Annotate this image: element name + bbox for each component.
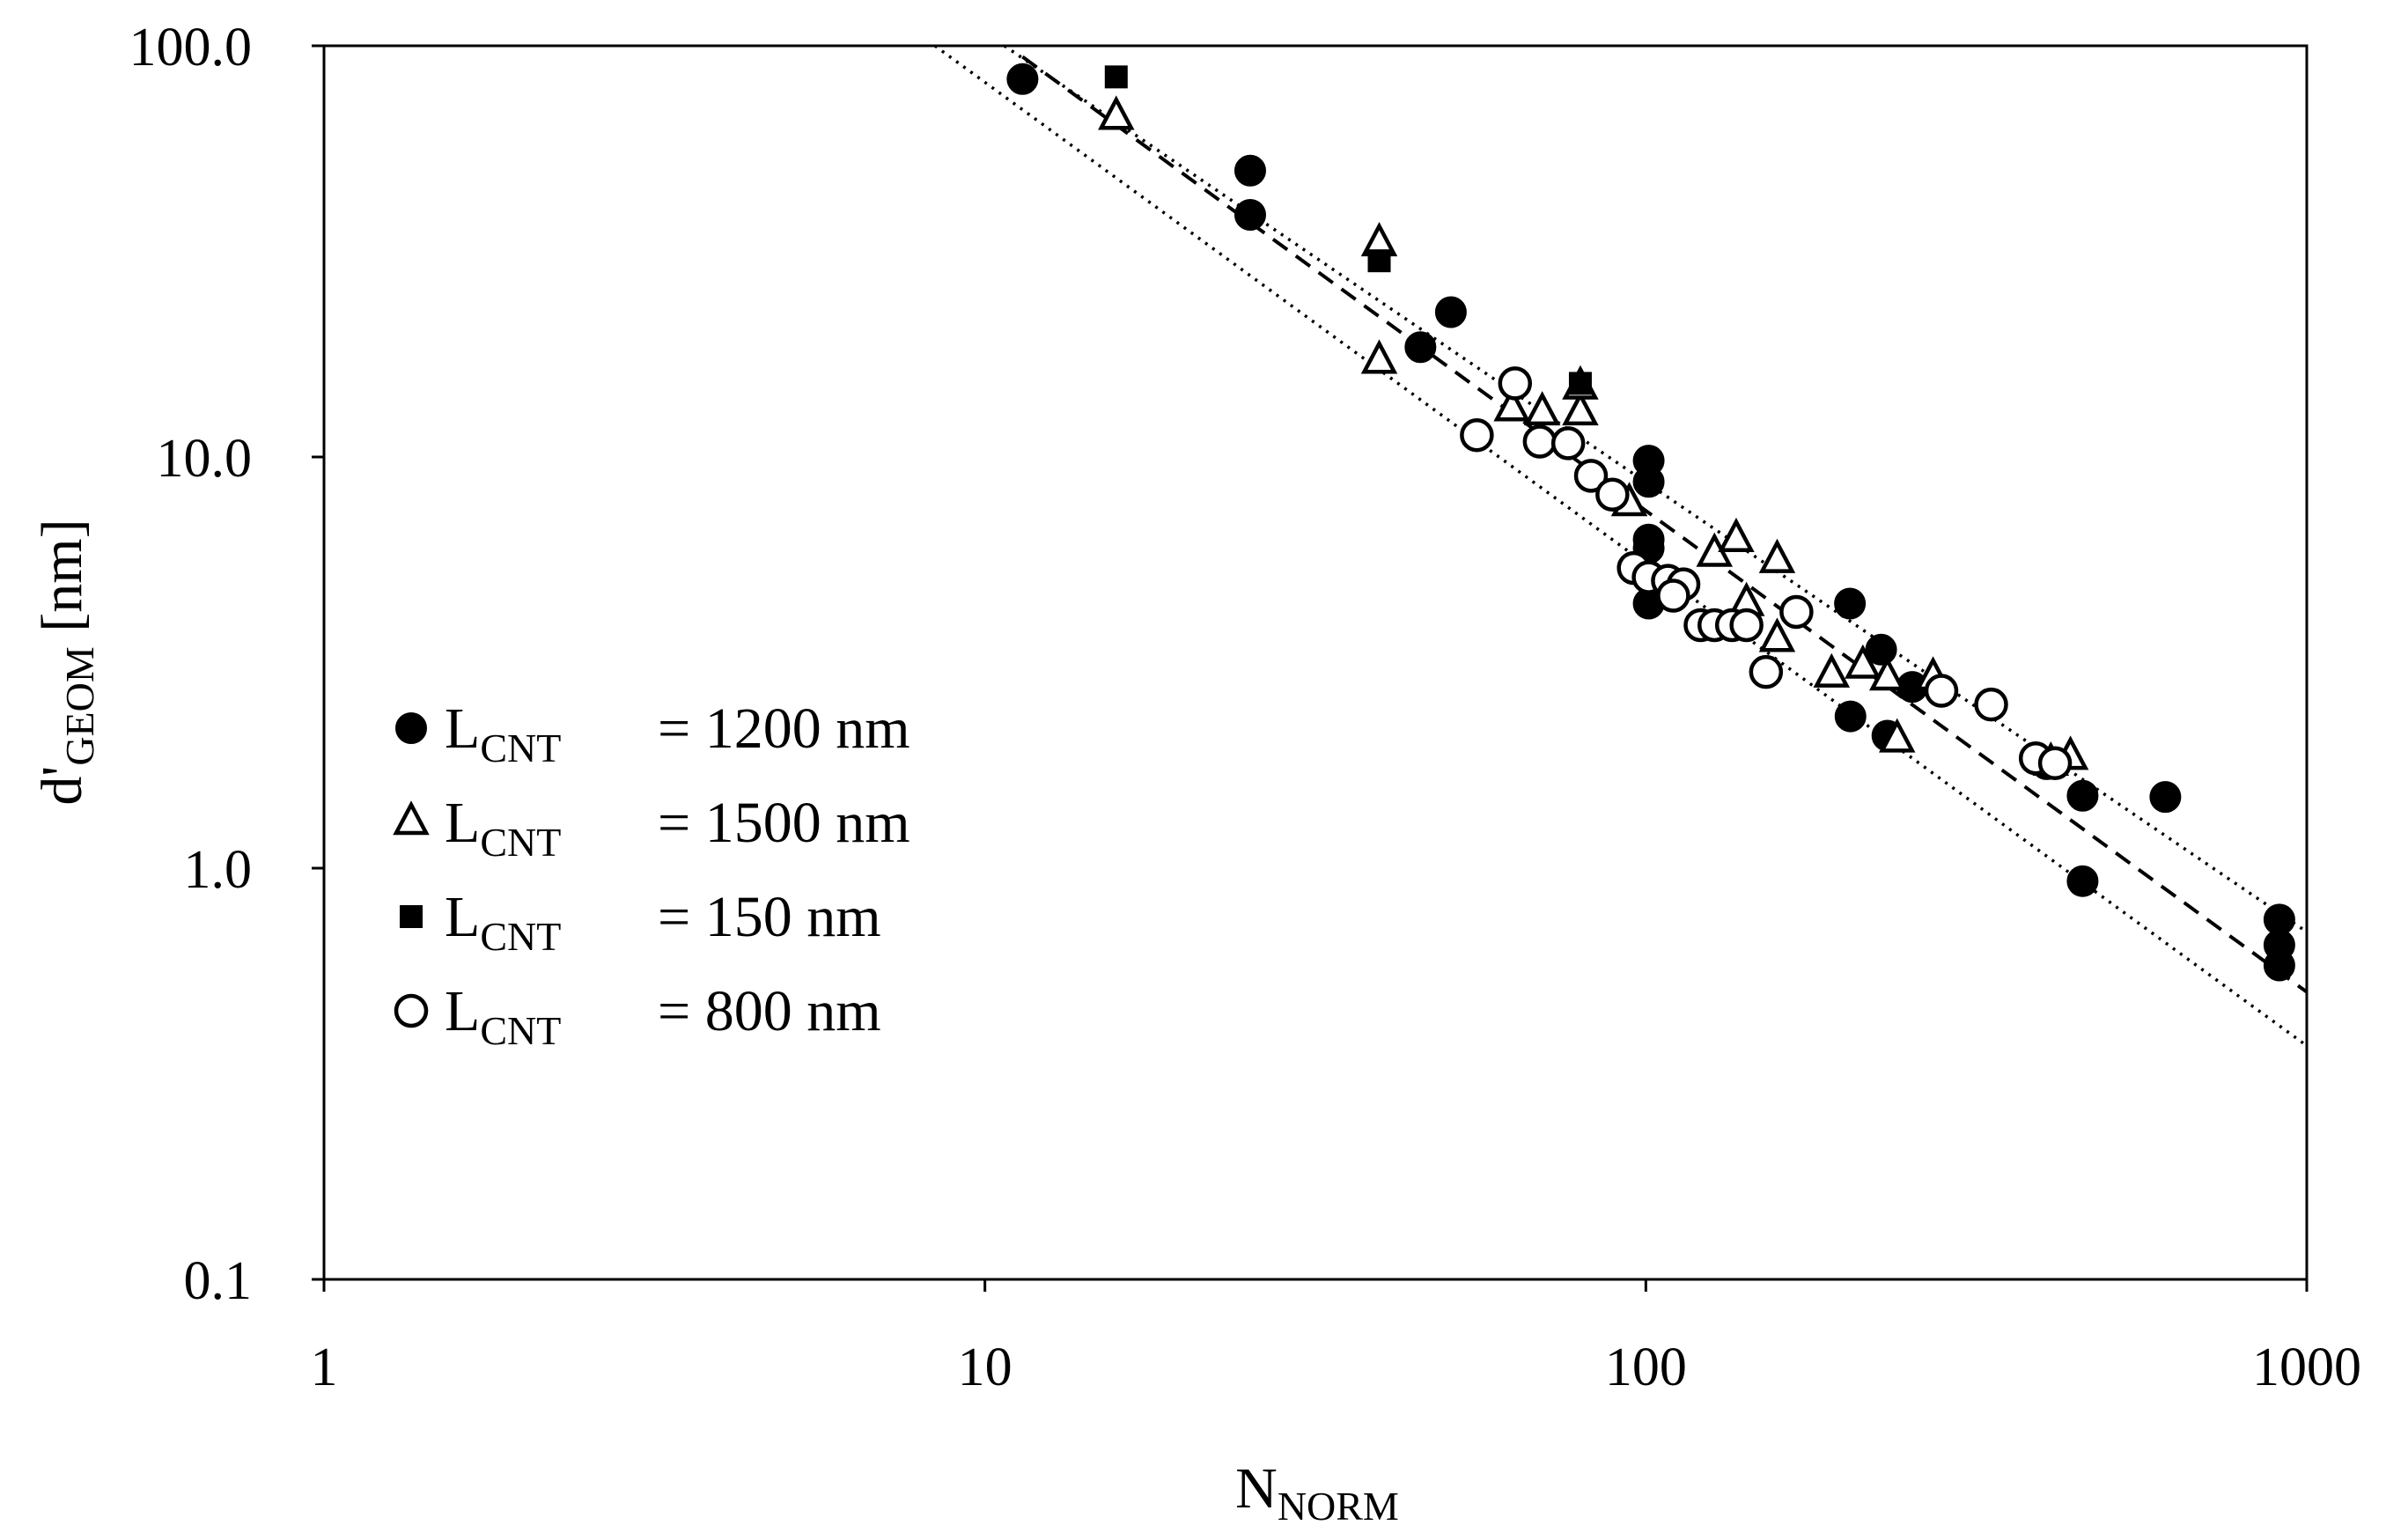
point <box>1718 517 1755 552</box>
x-axis-title: NNORM <box>1235 1456 1399 1529</box>
point <box>1834 700 1867 733</box>
legend-label: LCNT <box>445 885 561 959</box>
point <box>1550 426 1586 461</box>
legend-label-sub: CNT <box>480 914 561 959</box>
legend-label: LCNT <box>445 791 561 865</box>
y-axis-title-main: d' <box>30 766 94 806</box>
point <box>2263 949 2295 982</box>
legend-value: = 800 nm <box>658 979 881 1043</box>
point <box>2066 865 2099 897</box>
point <box>2037 746 2073 781</box>
point <box>1632 466 1665 498</box>
point <box>1758 617 1796 652</box>
point <box>1595 477 1630 512</box>
point <box>1729 608 1764 643</box>
point <box>1104 65 1128 89</box>
legend-label: LCNT <box>445 979 561 1053</box>
point <box>1523 391 1561 426</box>
legend-label-sub: CNT <box>480 1008 561 1053</box>
point <box>1845 644 1882 679</box>
legend-marker <box>393 800 430 836</box>
y-tick-label: 1.0 <box>184 840 253 900</box>
point <box>1404 331 1437 364</box>
point <box>1974 687 2008 722</box>
point <box>1879 718 1916 753</box>
x-axis-title-sub: NORM <box>1278 1484 1399 1529</box>
point <box>1573 459 1609 493</box>
point <box>1758 538 1796 573</box>
legend-label-main: L <box>445 696 480 761</box>
point <box>1656 578 1690 613</box>
x-axis-title-main: N <box>1235 1456 1278 1521</box>
point <box>1924 674 1959 708</box>
legend-label-sub: CNT <box>480 726 561 770</box>
legend-label-main: L <box>445 979 480 1043</box>
x-tick-label: 1 <box>311 1337 338 1397</box>
x-tick-label: 10 <box>958 1337 1013 1397</box>
y-tick-label: 100.0 <box>129 18 253 77</box>
plot-frame <box>322 44 2309 1281</box>
point <box>2149 781 2182 814</box>
point <box>1234 154 1266 187</box>
legend-label-main: L <box>445 885 480 949</box>
point <box>1360 339 1398 374</box>
fit-line <box>933 46 2307 1048</box>
point <box>2066 779 2099 812</box>
x-tick-label: 100 <box>1605 1337 1687 1397</box>
point <box>1460 417 1494 453</box>
legend-value: = 150 nm <box>658 885 881 949</box>
point <box>1813 652 1851 688</box>
point <box>1779 594 1814 630</box>
point <box>1006 63 1039 95</box>
y-tick-label: 10.0 <box>157 429 253 489</box>
y-axis-title-sub: GEOM <box>57 646 102 765</box>
point <box>1493 387 1530 422</box>
legend-label: LCNT <box>445 696 561 770</box>
point <box>1522 424 1558 459</box>
legend-value: = 1200 nm <box>658 696 910 761</box>
fit-line <box>1021 55 2307 994</box>
point <box>1834 587 1867 620</box>
point <box>1568 372 1592 395</box>
points <box>1006 63 2295 982</box>
point <box>1434 296 1467 328</box>
point <box>1749 654 1784 689</box>
point <box>1562 391 1599 426</box>
fit-lines <box>933 46 2307 1048</box>
legend-value: = 1500 nm <box>658 791 910 855</box>
legend-marker <box>394 993 429 1028</box>
x-tick-label: 1000 <box>2252 1337 2361 1397</box>
point <box>1498 366 1533 401</box>
point <box>1868 656 1906 691</box>
point <box>1234 199 1266 232</box>
y-axis-title-tail: [nm] <box>30 519 94 646</box>
point <box>1865 633 1897 666</box>
point <box>1367 249 1391 273</box>
y-axis-title: d'GEOM [nm] <box>30 519 102 805</box>
y-tick-label: 0.1 <box>184 1251 253 1311</box>
legend-marker <box>400 905 423 928</box>
point <box>1098 95 1135 130</box>
legend-label-sub: CNT <box>480 820 561 865</box>
legend-marker <box>395 712 427 744</box>
legend-label-main: L <box>445 791 480 855</box>
